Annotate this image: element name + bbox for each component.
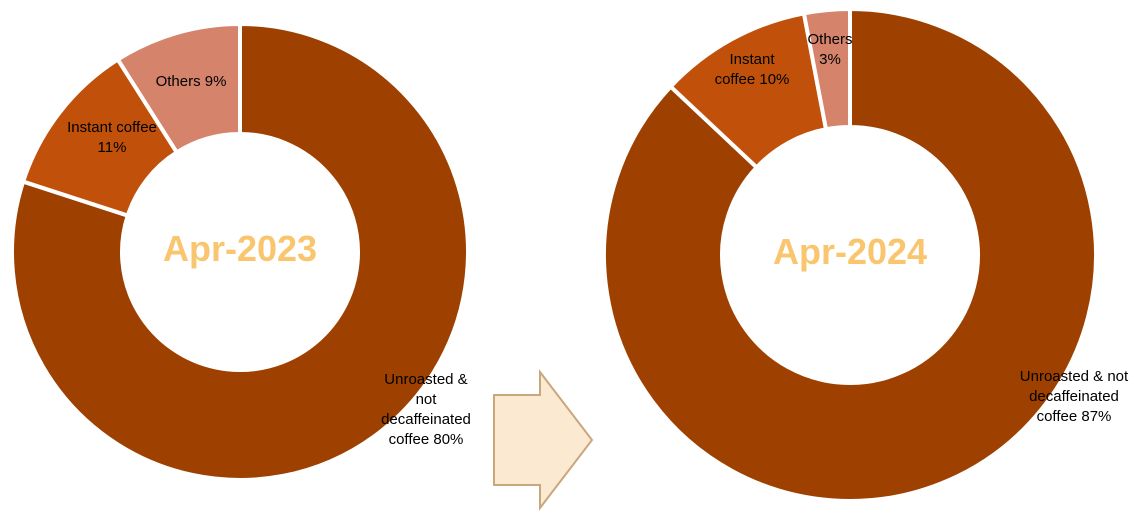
donut-segment	[602, 6, 1098, 503]
category-name: Instant coffee	[67, 119, 157, 136]
data-label: Unroasted & not decaffeinated coffee 87%	[1018, 367, 1130, 427]
chart-title: Apr-2023	[162, 228, 318, 269]
value-label: 87%	[1081, 408, 1112, 425]
chart-title: Apr-2024	[772, 231, 928, 272]
value-label: 80%	[433, 431, 464, 448]
value-label: 9%	[204, 73, 227, 90]
data-label: Others 3%	[795, 30, 865, 70]
donut-segment	[801, 6, 852, 132]
arrow	[493, 369, 594, 511]
donut-segment	[115, 21, 242, 156]
data-label: Instant coffee 11%	[62, 118, 162, 158]
value-label: 11%	[97, 139, 127, 156]
category-name: Others	[155, 73, 201, 90]
category-name: Others	[807, 31, 853, 48]
category-name: Instant coffee	[714, 51, 775, 88]
value-label: 10%	[759, 71, 790, 88]
data-label: Unroasted & not decaffeinated coffee 80%	[380, 370, 472, 450]
category-name: Unroasted & not decaffeinated coffee	[1019, 368, 1129, 425]
donut-segment	[10, 21, 470, 482]
data-label: Others 9%	[136, 72, 246, 92]
data-label: Instant coffee 10%	[712, 50, 792, 90]
value-label: 3%	[819, 51, 841, 68]
category-name: Unroasted & not decaffeinated coffee	[381, 371, 471, 448]
